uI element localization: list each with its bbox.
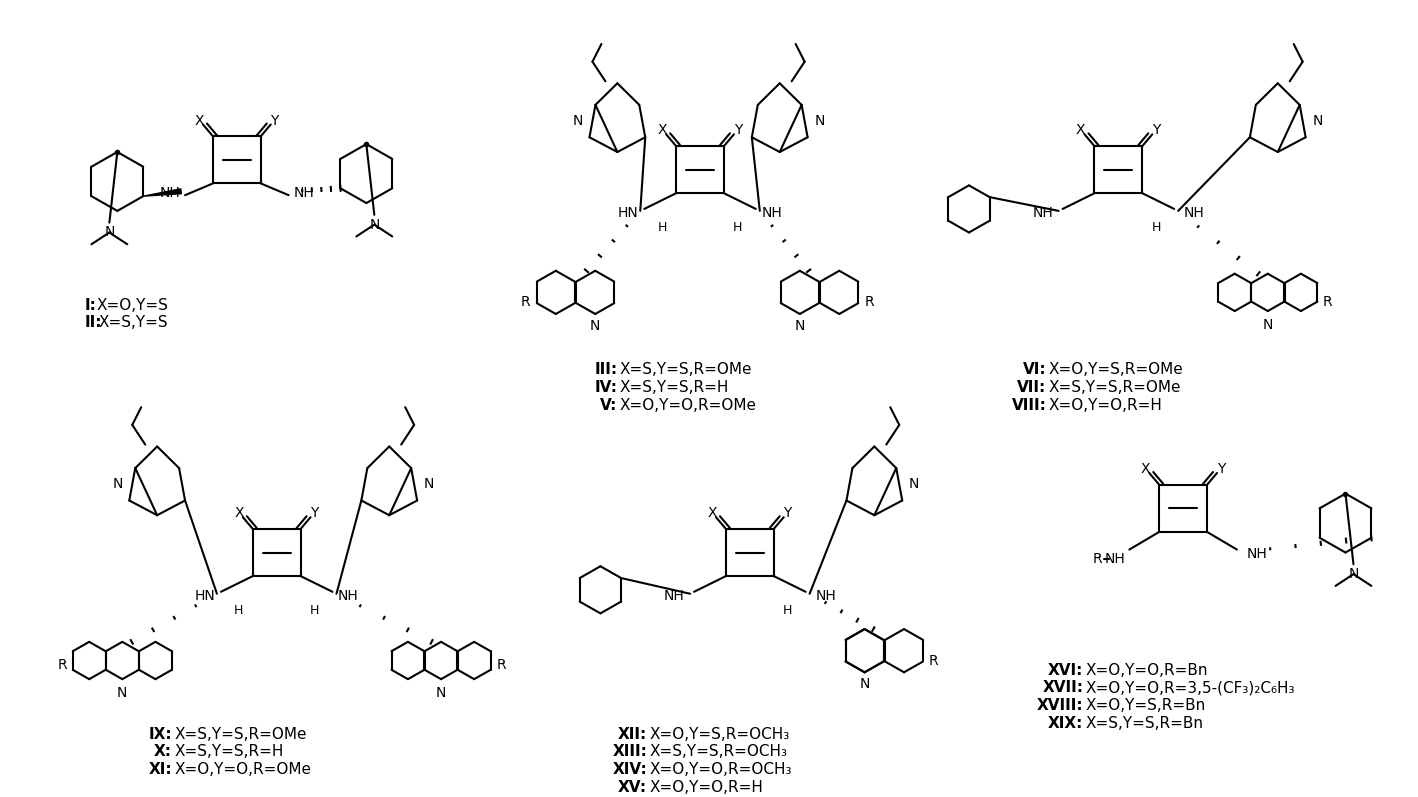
Text: X: X (658, 124, 666, 137)
Text: X=S,Y=S,R=Bn: X=S,Y=S,R=Bn (1086, 716, 1204, 731)
Text: N: N (104, 226, 115, 239)
Text: X=O,Y=O,R=3,5-(CF₃)₂C₆H₃: X=O,Y=O,R=3,5-(CF₃)₂C₆H₃ (1086, 681, 1295, 696)
Text: N: N (1349, 567, 1358, 581)
Text: N: N (369, 218, 380, 232)
Text: X=S,Y=S: X=S,Y=S (98, 316, 167, 330)
Text: R: R (865, 295, 873, 309)
Text: I:: I: (85, 297, 96, 312)
Text: VI:: VI: (1022, 363, 1046, 378)
Text: NH: NH (815, 589, 837, 603)
Text: XVIII:: XVIII: (1037, 698, 1083, 713)
Text: XIII:: XIII: (613, 744, 647, 760)
Text: VII:: VII: (1018, 380, 1046, 395)
Text: X: X (1140, 462, 1150, 476)
Text: XVI:: XVI: (1048, 663, 1083, 677)
Text: X=S,Y=S,R=OMe: X=S,Y=S,R=OMe (174, 727, 306, 742)
Text: H: H (733, 221, 743, 234)
Text: Y: Y (311, 506, 319, 520)
Text: H: H (658, 221, 666, 234)
Text: X=O,Y=O,R=OMe: X=O,Y=O,R=OMe (620, 398, 756, 413)
Polygon shape (143, 189, 182, 196)
Text: X=O,Y=O,R=Bn: X=O,Y=O,R=Bn (1086, 663, 1208, 677)
Text: III:: III: (594, 363, 617, 378)
Text: XII:: XII: (618, 727, 647, 742)
Text: VIII:: VIII: (1012, 398, 1046, 413)
Text: X=S,Y=S,R=H: X=S,Y=S,R=H (620, 380, 729, 395)
Text: X=O,Y=O,R=H: X=O,Y=O,R=H (649, 779, 763, 795)
Text: R: R (496, 658, 506, 673)
Text: X=O,Y=O,R=H: X=O,Y=O,R=H (1049, 398, 1163, 413)
Text: H: H (234, 604, 244, 617)
Text: H: H (1151, 221, 1161, 234)
Text: R: R (520, 295, 530, 309)
Text: Y: Y (1151, 124, 1160, 137)
Text: X=S,Y=S,R=H: X=S,Y=S,R=H (174, 744, 284, 760)
Text: X=O,Y=S,R=OCH₃: X=O,Y=S,R=OCH₃ (649, 727, 790, 742)
Text: N: N (424, 477, 434, 491)
Text: II:: II: (85, 316, 102, 330)
Text: XIX:: XIX: (1048, 716, 1083, 731)
Text: R: R (1093, 552, 1102, 567)
Text: Y: Y (271, 114, 279, 128)
Text: N: N (794, 319, 805, 333)
Text: X=O,Y=O,R=OMe: X=O,Y=O,R=OMe (174, 762, 311, 777)
Text: H: H (311, 604, 319, 617)
Text: X: X (708, 506, 716, 520)
Text: X=S,Y=S,R=OMe: X=S,Y=S,R=OMe (1049, 380, 1181, 395)
Text: N: N (859, 677, 869, 691)
Text: HN: HN (618, 206, 638, 220)
Text: HN: HN (194, 589, 216, 603)
Text: N: N (909, 477, 919, 491)
Text: X: X (194, 114, 204, 128)
Text: X=O,Y=S,R=OMe: X=O,Y=S,R=OMe (1049, 363, 1184, 378)
Text: XV:: XV: (618, 779, 647, 795)
Text: N: N (118, 686, 128, 700)
Text: R: R (929, 654, 939, 668)
Text: IX:: IX: (149, 727, 172, 742)
Text: N: N (112, 477, 122, 491)
Text: Y: Y (733, 124, 742, 137)
Text: N: N (573, 114, 583, 128)
Text: Y: Y (1217, 462, 1225, 476)
Text: XI:: XI: (149, 762, 172, 777)
Text: NH: NH (337, 589, 359, 603)
Text: N: N (590, 319, 600, 333)
Text: NH: NH (160, 186, 180, 200)
Text: N: N (1313, 114, 1323, 128)
Text: NH: NH (1105, 552, 1126, 567)
Text: NH: NH (1184, 206, 1204, 220)
Text: NH: NH (664, 589, 685, 603)
Text: XVII:: XVII: (1042, 681, 1083, 696)
Text: R: R (58, 658, 67, 673)
Text: NH: NH (294, 186, 313, 200)
Text: X:: X: (155, 744, 172, 760)
Text: N: N (814, 114, 825, 128)
Text: Y: Y (784, 506, 791, 520)
Text: NH: NH (1246, 547, 1268, 560)
Text: N: N (1262, 318, 1273, 332)
Text: H: H (783, 604, 793, 617)
Text: NH: NH (761, 206, 783, 220)
Text: X: X (1076, 124, 1085, 137)
Text: NH: NH (1032, 206, 1054, 220)
Text: XIV:: XIV: (613, 762, 647, 777)
Text: X=O,Y=O,R=OCH₃: X=O,Y=O,R=OCH₃ (649, 762, 791, 777)
Text: X=S,Y=S,R=OCH₃: X=S,Y=S,R=OCH₃ (649, 744, 787, 760)
Text: X=O,Y=S: X=O,Y=S (96, 297, 169, 312)
Text: V:: V: (600, 398, 617, 413)
Text: X=S,Y=S,R=OMe: X=S,Y=S,R=OMe (620, 363, 752, 378)
Text: X: X (234, 506, 244, 520)
Text: N: N (435, 686, 447, 700)
Text: IV:: IV: (594, 380, 617, 395)
Text: R: R (1323, 295, 1333, 309)
Text: X=O,Y=S,R=Bn: X=O,Y=S,R=Bn (1086, 698, 1205, 713)
